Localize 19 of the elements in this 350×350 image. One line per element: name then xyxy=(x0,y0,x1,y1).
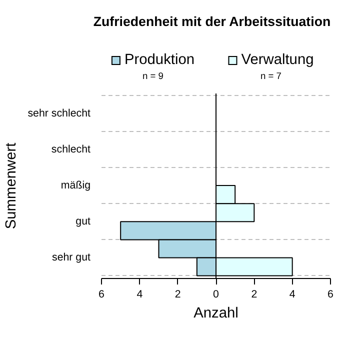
y-tick-label: sehr gut xyxy=(52,252,91,264)
x-tick-label: 4 xyxy=(136,288,143,300)
y-tick-label: sehr schlecht xyxy=(28,107,91,120)
text: n = 9 xyxy=(142,70,164,83)
x-tick-label: 4 xyxy=(289,288,296,300)
x-tick-label: 2 xyxy=(174,288,181,300)
x-tick-label: 0 xyxy=(213,288,220,300)
y-tick-label: gut xyxy=(76,216,91,228)
x-tick-label: 6 xyxy=(98,288,105,300)
x-axis-title: Anzahl xyxy=(194,306,238,322)
x-tick-label: 6 xyxy=(328,288,334,300)
x-tick-label: 2 xyxy=(251,288,258,300)
y-axis-title: Summenwert xyxy=(4,142,20,230)
text: n = 7 xyxy=(260,70,282,83)
legend-label: Produktion xyxy=(123,51,195,70)
legend-label: Verwaltung xyxy=(240,51,314,70)
y-tick-label: schlecht xyxy=(51,143,91,156)
y-tick-label: mäßig xyxy=(60,180,91,192)
chart-title: Zufriedenheit mit der Arbeitssituation xyxy=(93,13,331,31)
